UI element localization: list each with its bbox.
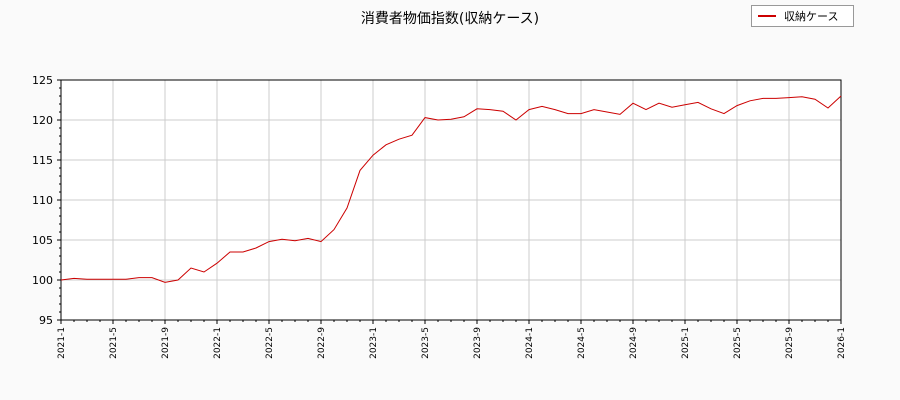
x-tick-label: 2023-1	[369, 327, 379, 359]
chart-title: 消費者物価指数(収納ケース)	[360, 11, 540, 27]
y-tick-label: 120	[32, 114, 53, 127]
x-tick-label: 2021-9	[161, 327, 171, 359]
x-tick-label: 2021-5	[109, 327, 119, 359]
legend: 収納ケース	[751, 5, 854, 27]
x-tick-label: 2024-1	[525, 327, 535, 359]
x-tick-label: 2025-9	[785, 327, 795, 359]
y-tick-label: 100	[32, 274, 53, 287]
legend-label: 収納ケース	[784, 10, 839, 23]
x-tick-label: 2025-5	[733, 327, 743, 359]
y-tick-label: 95	[39, 314, 53, 327]
x-tick-label: 2021-1	[57, 327, 67, 359]
legend-swatch	[758, 15, 776, 17]
series-line	[60, 95, 842, 283]
plot-frame	[60, 79, 842, 321]
x-tick-label: 2022-9	[317, 327, 327, 359]
y-tick-label: 110	[32, 194, 53, 207]
x-tick-label: 2022-1	[213, 327, 223, 359]
x-tick-label: 2026-1	[837, 327, 847, 359]
x-tick-label: 2024-5	[577, 327, 587, 359]
x-tick-label: 2023-9	[473, 327, 483, 359]
y-tick-label: 105	[32, 234, 53, 247]
x-tick-label: 2025-1	[681, 327, 691, 359]
x-tick-label: 2023-5	[421, 327, 431, 359]
y-tick-label: 125	[32, 74, 53, 87]
y-tick-label: 115	[32, 154, 53, 167]
x-tick-label: 2022-5	[265, 327, 275, 359]
x-tick-label: 2024-9	[629, 327, 639, 359]
